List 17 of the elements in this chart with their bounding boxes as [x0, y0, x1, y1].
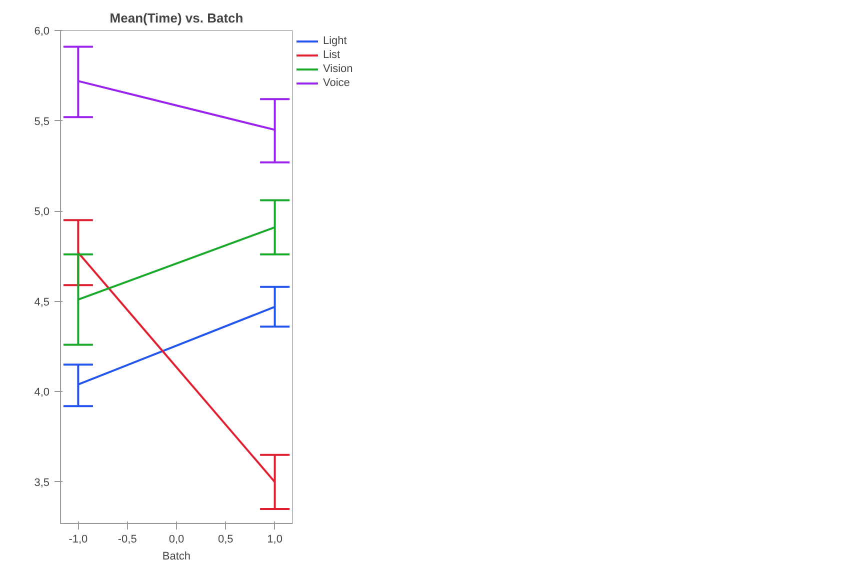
x-tick-label: 0,5 — [218, 534, 234, 546]
y-tick-label: 5,5 — [34, 116, 50, 128]
y-tick-label: 4,0 — [34, 386, 50, 399]
y-tick-label: 3,5 — [34, 476, 50, 489]
x-tick-label: -1,0 — [68, 534, 88, 546]
legend-label: Light — [323, 34, 347, 48]
x-tick-label: 1,0 — [267, 534, 282, 546]
x-tick-label: 0,0 — [168, 534, 184, 546]
x-axis-title: Batch — [162, 550, 191, 562]
legend-label: Voice — [323, 76, 350, 90]
legend-label: Vision — [323, 62, 353, 76]
y-tick-label: 4,5 — [34, 296, 50, 308]
chart-title: Mean(Time) vs. Batch — [110, 10, 244, 26]
y-tick-label: 6,0 — [34, 26, 50, 38]
x-tick-label: -0,5 — [118, 534, 137, 546]
y-tick-label: 5,0 — [34, 206, 50, 218]
legend-label: List — [323, 48, 342, 62]
